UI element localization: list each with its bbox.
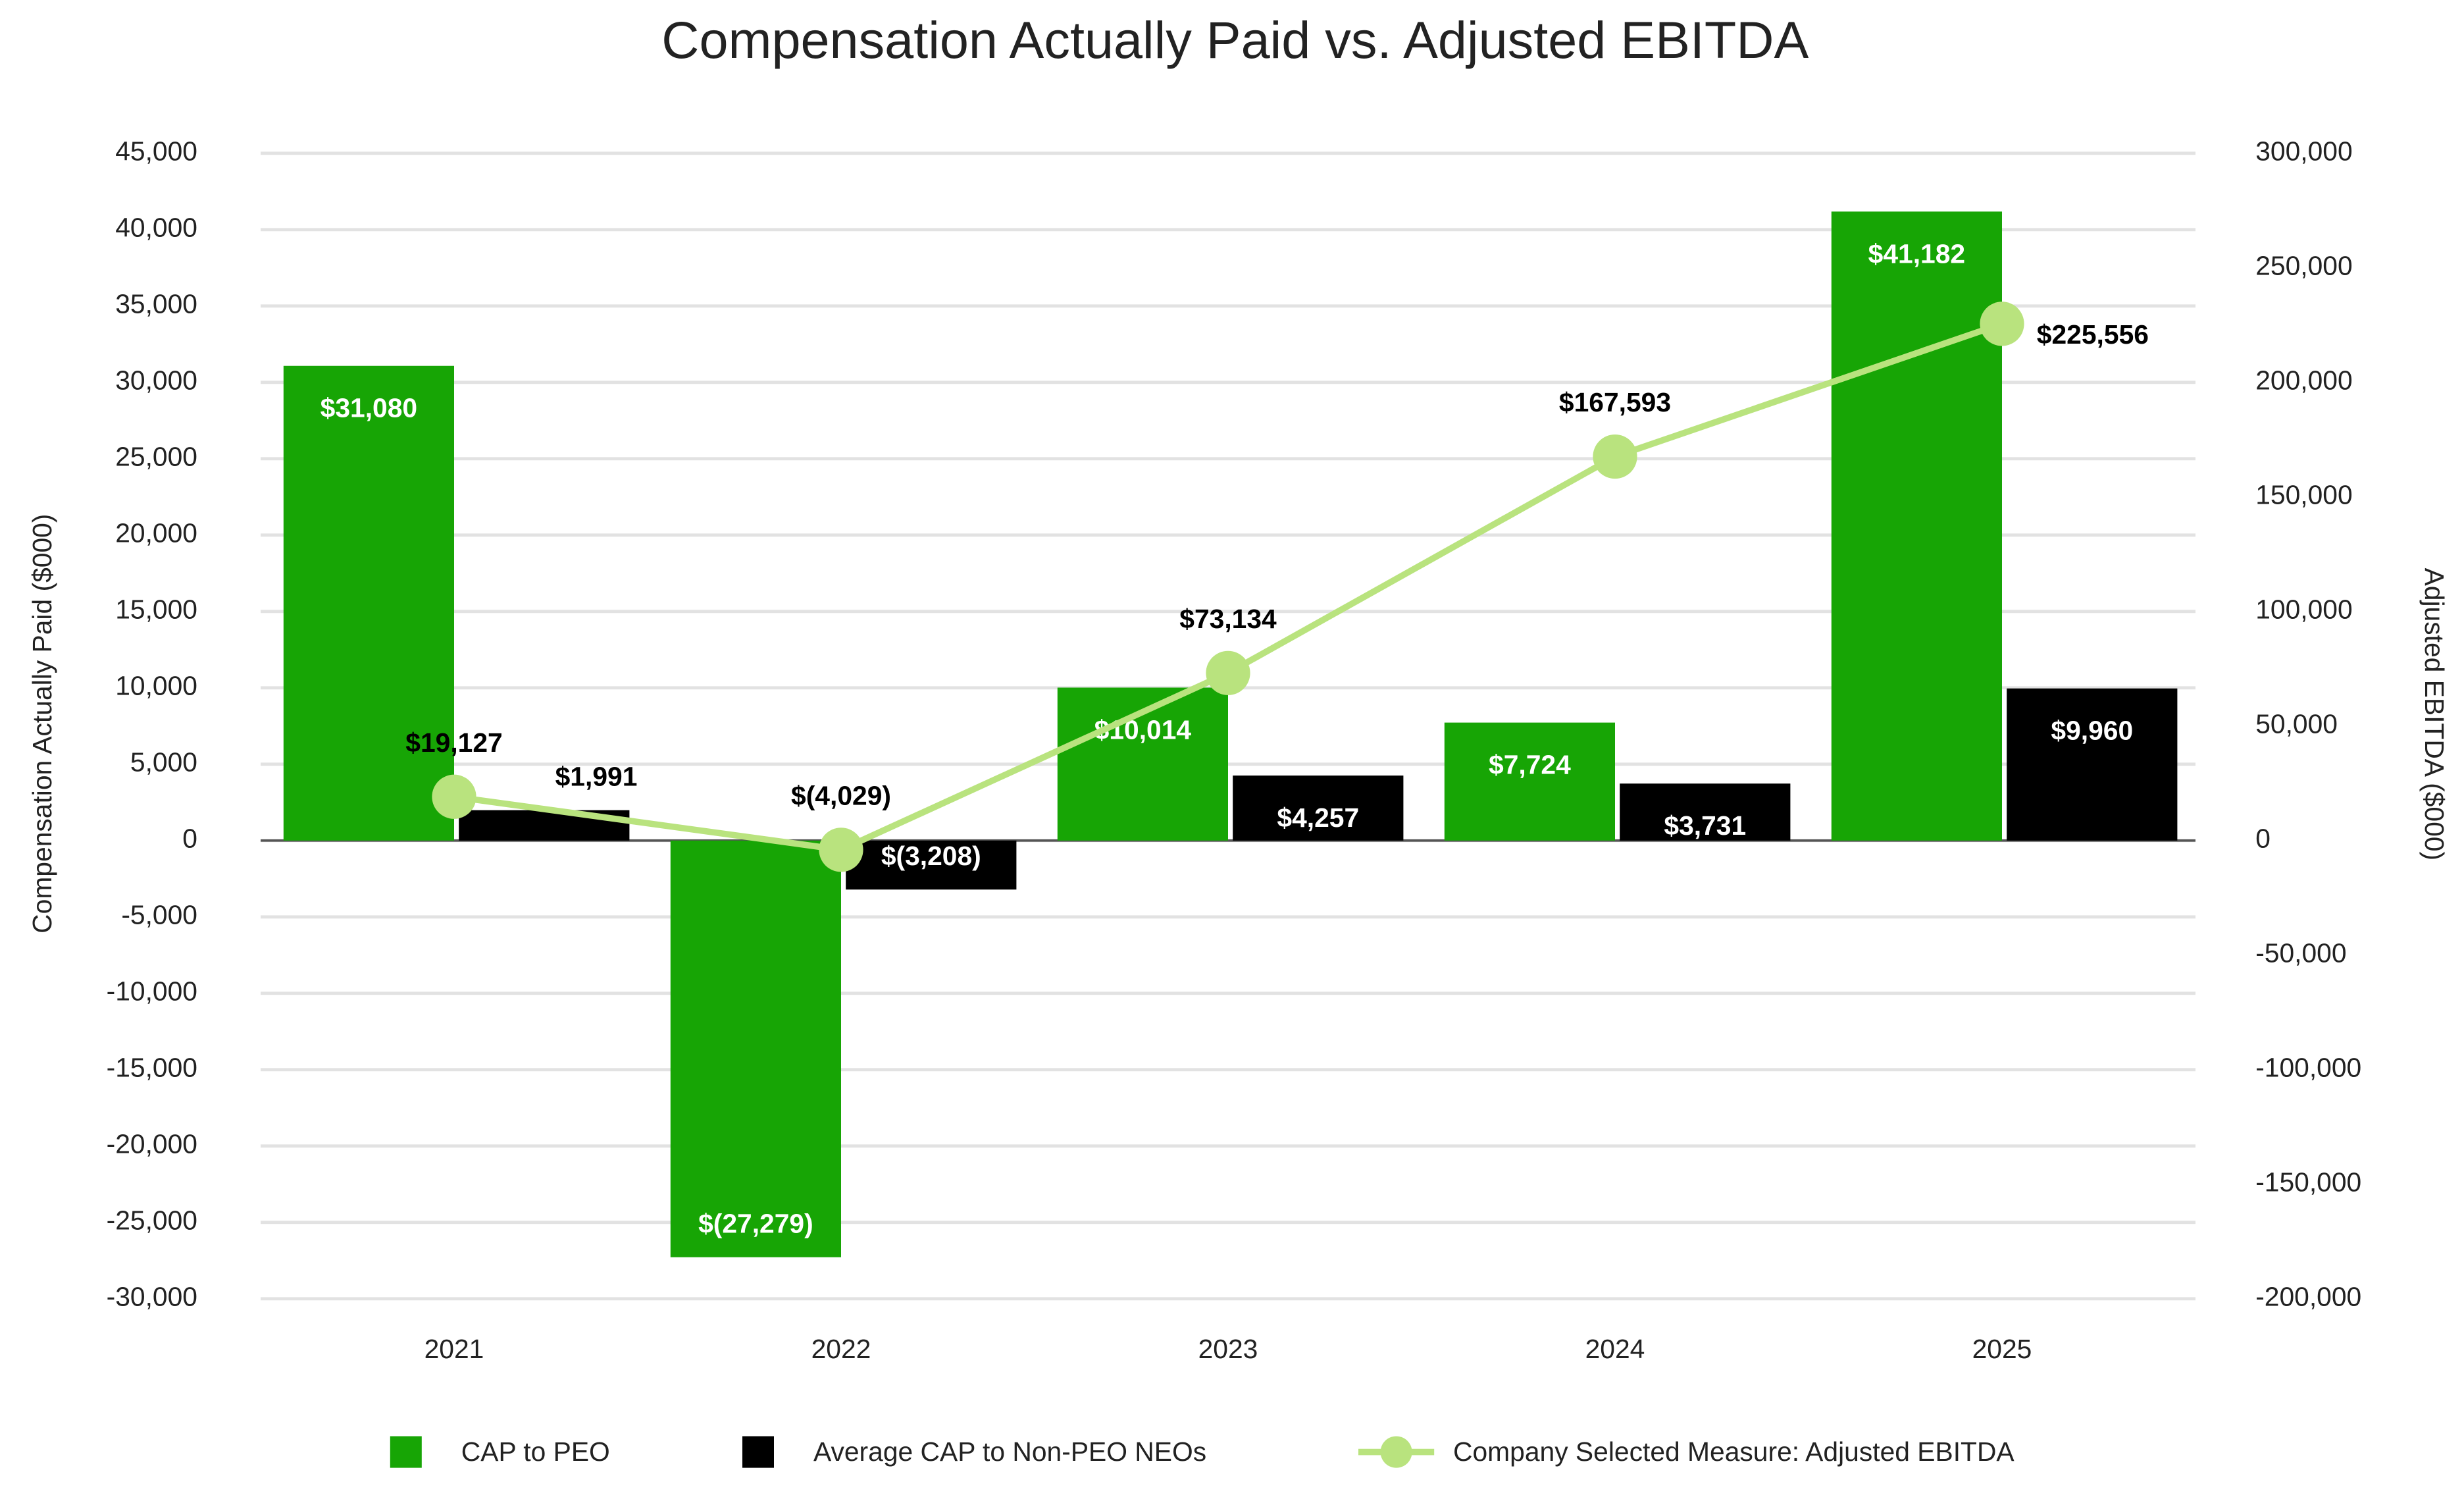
marker [1206, 650, 1250, 695]
marker [819, 828, 863, 872]
y-tick-label: 15,000 [115, 594, 197, 625]
y-tick-label: -20,000 [107, 1129, 197, 1159]
y2-tick-label: 150,000 [2255, 480, 2352, 510]
y-tick-label: 10,000 [115, 671, 197, 701]
y-tick-label: 25,000 [115, 442, 197, 472]
legend-label: CAP to PEO [461, 1436, 610, 1467]
y2-tick-label: -100,000 [2255, 1053, 2361, 1083]
y-tick-label: 35,000 [115, 289, 197, 319]
x-tick-label: 2024 [1585, 1334, 1645, 1364]
legend-swatch [742, 1436, 774, 1468]
data-label: $31,080 [321, 393, 417, 423]
data-label: $225,556 [2037, 319, 2149, 350]
x-tick-label: 2021 [424, 1334, 484, 1364]
data-label: $167,593 [1559, 387, 1671, 417]
legend-label: Company Selected Measure: Adjusted EBITD… [1453, 1436, 2015, 1467]
y2-tick-label: 0 [2255, 824, 2271, 854]
marker [432, 774, 476, 819]
y2-tick-label: 300,000 [2255, 136, 2352, 167]
bar [283, 365, 454, 841]
y2-axis-title: Adjusted EBITDA ($000) [2419, 568, 2450, 860]
y-tick-label: -10,000 [107, 976, 197, 1007]
legend-swatch [1380, 1436, 1412, 1468]
data-label: $41,182 [1868, 238, 1965, 269]
data-label: $3,731 [1664, 810, 1746, 841]
data-label: $73,134 [1179, 604, 1277, 634]
marker [1980, 302, 2024, 346]
y-tick-label: -25,000 [107, 1205, 197, 1236]
bar [1831, 211, 2002, 841]
y-tick-label: 40,000 [115, 213, 197, 243]
data-label: $19,127 [405, 727, 502, 758]
bar [1233, 776, 1404, 841]
chart-title: Compensation Actually Paid vs. Adjusted … [661, 11, 1809, 69]
y-tick-label: 45,000 [115, 136, 197, 167]
y-tick-label: -30,000 [107, 1282, 197, 1312]
data-label: $(4,029) [791, 780, 891, 810]
y2-tick-label: 250,000 [2255, 251, 2352, 281]
y-tick-label: -15,000 [107, 1053, 197, 1083]
y-tick-label: 5,000 [130, 747, 197, 777]
y2-tick-label: 200,000 [2255, 365, 2352, 396]
y2-tick-label: -150,000 [2255, 1167, 2361, 1198]
y-tick-label: -5,000 [121, 900, 197, 930]
data-label: $4,257 [1277, 803, 1359, 833]
y-tick-label: 30,000 [115, 365, 197, 396]
bar [1620, 783, 1791, 841]
legend-label: Average CAP to Non-PEO NEOs [813, 1436, 1206, 1467]
y-axis-title: Compensation Actually Paid ($000) [27, 514, 57, 934]
marker [1593, 434, 1637, 479]
x-tick-label: 2025 [1972, 1334, 2032, 1364]
data-label: $1,991 [555, 761, 638, 791]
x-tick-label: 2023 [1198, 1334, 1258, 1364]
y2-tick-label: -50,000 [2255, 938, 2346, 968]
data-label: $7,724 [1489, 750, 1571, 780]
y2-tick-label: 50,000 [2255, 709, 2338, 739]
y2-tick-label: 100,000 [2255, 594, 2352, 625]
y-tick-label: 0 [182, 824, 197, 854]
y-tick-label: 20,000 [115, 518, 197, 548]
x-tick-label: 2022 [811, 1334, 871, 1364]
bar [2007, 688, 2178, 841]
data-label: $(3,208) [881, 841, 981, 871]
bar [1444, 722, 1615, 841]
bar [846, 840, 1017, 890]
data-label: $9,960 [2051, 716, 2133, 746]
data-label: $(27,279) [698, 1208, 813, 1238]
bar [670, 840, 841, 1257]
legend-swatch [390, 1436, 422, 1468]
y2-tick-label: -200,000 [2255, 1282, 2361, 1312]
